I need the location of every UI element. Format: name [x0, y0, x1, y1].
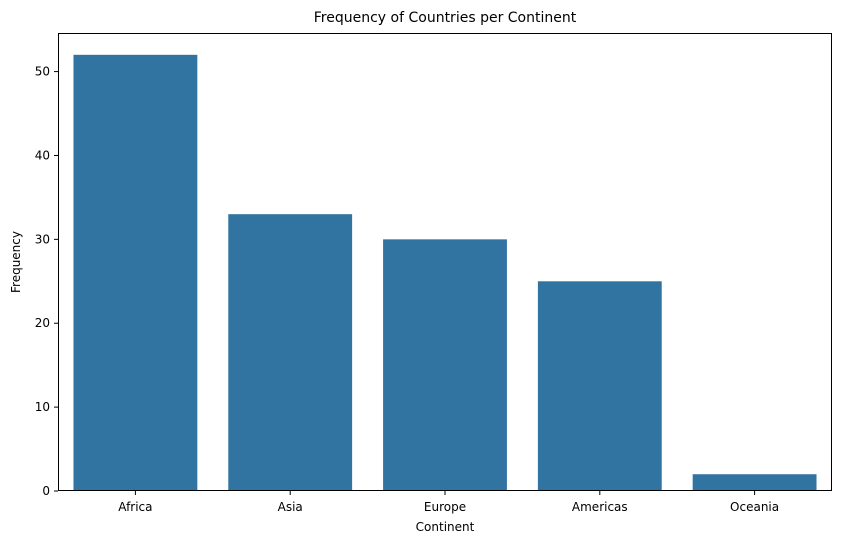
bar-africa	[73, 54, 198, 492]
x-axis-title: Continent	[416, 520, 475, 534]
y-axis-ticks: 0 10 20 30 40 50	[35, 65, 58, 498]
chart-title: Frequency of Countries per Continent	[314, 10, 577, 26]
bar-europe	[383, 239, 507, 491]
x-tick-label: Asia	[278, 500, 303, 514]
x-tick-label: Oceania	[730, 500, 779, 514]
bar-americas	[537, 281, 662, 491]
y-tick-label: 50	[35, 65, 50, 79]
plot-frame	[58, 33, 832, 491]
y-tick-label: 20	[35, 316, 50, 330]
y-axis-title: Frequency	[9, 231, 23, 293]
y-tick-label: 10	[35, 400, 50, 414]
x-tick-label: Europe	[424, 500, 466, 514]
x-tick-label: Africa	[118, 500, 152, 514]
bar-oceania	[692, 474, 817, 491]
y-tick-label: 40	[35, 148, 50, 162]
bars-layer	[73, 54, 817, 492]
y-tick-label: 30	[35, 232, 50, 246]
bar-asia	[228, 214, 353, 491]
y-tick-label: 0	[42, 484, 50, 498]
x-tick-label: Americas	[572, 500, 628, 514]
x-axis-ticks: Africa Asia Europe Americas Oceania	[118, 491, 779, 514]
